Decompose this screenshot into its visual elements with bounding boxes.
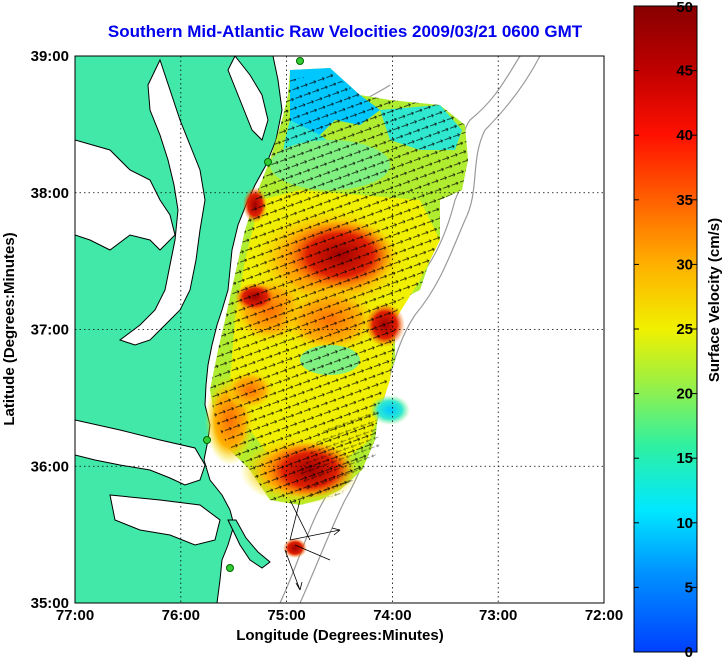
radar-station-marker xyxy=(264,158,272,166)
y-axis-label: Latitude (Degrees:Minutes) xyxy=(1,232,18,425)
map-title: Southern Mid-Atlantic Raw Velocities 200… xyxy=(107,22,583,41)
y-tick-label: 38:00 xyxy=(31,185,69,202)
x-tick-label: 75:00 xyxy=(267,607,305,624)
colorbar-tick-label: 10 xyxy=(676,515,693,532)
colorbar xyxy=(633,5,698,653)
radar-station-marker xyxy=(296,57,304,65)
colorbar-tick-label: 25 xyxy=(676,321,693,338)
colorbar-tick-label: 5 xyxy=(685,579,693,596)
radar-station-marker xyxy=(226,564,234,572)
colorbar-tick-label: 40 xyxy=(676,127,693,144)
graticule xyxy=(75,56,604,603)
colorbar-tick-label: 50 xyxy=(676,0,693,16)
y-tick-label: 37:00 xyxy=(31,322,69,339)
x-axis-ticks: 77:00 76:00 75:00 74:00 73:00 72:00 xyxy=(56,607,623,624)
colorbar-label: Surface Velocity (cm/s) xyxy=(706,218,723,382)
plot-frame xyxy=(74,55,605,604)
colorbar-tick-label: 35 xyxy=(676,192,693,209)
y-axis-ticks: 39:00 38:00 37:00 36:00 35:00 xyxy=(31,48,69,612)
x-tick-label: 76:00 xyxy=(162,607,200,624)
velocity-field xyxy=(205,68,468,591)
radar-station-marker xyxy=(203,436,211,444)
colorbar-tick-label: 20 xyxy=(676,386,693,403)
y-tick-label: 35:00 xyxy=(31,595,69,612)
colorbar-tick-label: 45 xyxy=(676,63,693,80)
radar-stations xyxy=(203,57,304,572)
colorbar-tick-label: 0 xyxy=(685,644,693,659)
x-axis-label: Longitude (Degrees:Minutes) xyxy=(236,627,444,644)
velocity-vectors-south xyxy=(284,499,341,591)
y-tick-label: 36:00 xyxy=(31,458,69,475)
colorbar-tick-label: 30 xyxy=(676,256,693,273)
colorbar-tick-label: 15 xyxy=(676,450,693,467)
y-tick-label: 39:00 xyxy=(31,48,69,65)
x-tick-label: 74:00 xyxy=(373,607,411,624)
x-tick-label: 73:00 xyxy=(479,607,517,624)
x-tick-label: 77:00 xyxy=(56,607,94,624)
x-tick-label: 72:00 xyxy=(585,607,623,624)
